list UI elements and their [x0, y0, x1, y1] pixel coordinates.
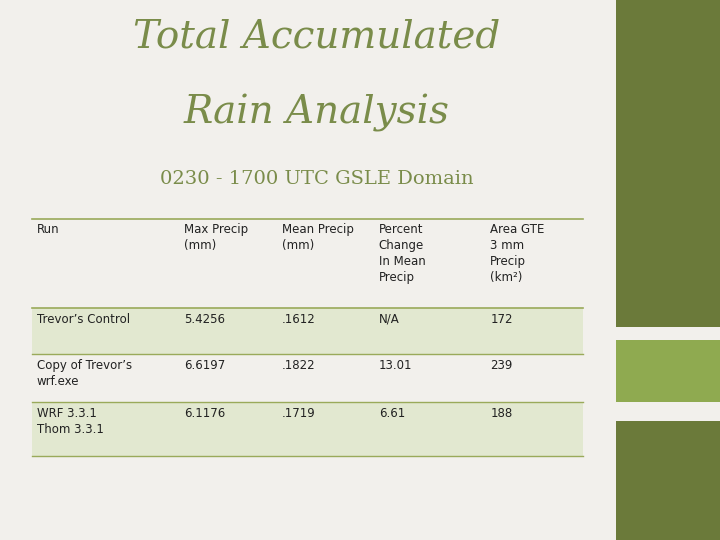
- Text: Percent
Change
In Mean
Precip: Percent Change In Mean Precip: [379, 223, 426, 284]
- Text: 6.6197: 6.6197: [184, 359, 225, 372]
- Text: Trevor’s Control: Trevor’s Control: [37, 313, 130, 326]
- Text: 0230 - 1700 UTC GSLE Domain: 0230 - 1700 UTC GSLE Domain: [160, 170, 474, 188]
- Text: 6.1176: 6.1176: [184, 407, 225, 420]
- Bar: [32, 308, 583, 354]
- Text: WRF 3.3.1
Thom 3.3.1: WRF 3.3.1 Thom 3.3.1: [37, 407, 104, 436]
- Bar: [616, 0, 720, 327]
- Bar: [32, 219, 583, 308]
- Bar: [32, 354, 583, 402]
- Text: .1822: .1822: [282, 359, 315, 372]
- Text: Mean Precip
(mm): Mean Precip (mm): [282, 223, 354, 252]
- Text: Max Precip
(mm): Max Precip (mm): [184, 223, 248, 252]
- Text: 172: 172: [490, 313, 513, 326]
- Text: Rain Analysis: Rain Analysis: [184, 94, 450, 132]
- Bar: [616, 340, 720, 402]
- Text: 5.4256: 5.4256: [184, 313, 225, 326]
- Text: .1719: .1719: [282, 407, 315, 420]
- Text: Area GTE
3 mm
Precip
(km²): Area GTE 3 mm Precip (km²): [490, 223, 545, 284]
- Bar: [616, 421, 720, 540]
- Text: 239: 239: [490, 359, 513, 372]
- Text: 188: 188: [490, 407, 513, 420]
- Text: 6.61: 6.61: [379, 407, 405, 420]
- Text: 13.01: 13.01: [379, 359, 413, 372]
- Text: .1612: .1612: [282, 313, 315, 326]
- Text: Total Accumulated: Total Accumulated: [133, 19, 500, 56]
- Text: Run: Run: [37, 223, 59, 236]
- Text: Copy of Trevor’s
wrf.exe: Copy of Trevor’s wrf.exe: [37, 359, 132, 388]
- Text: N/A: N/A: [379, 313, 400, 326]
- Bar: [32, 402, 583, 456]
